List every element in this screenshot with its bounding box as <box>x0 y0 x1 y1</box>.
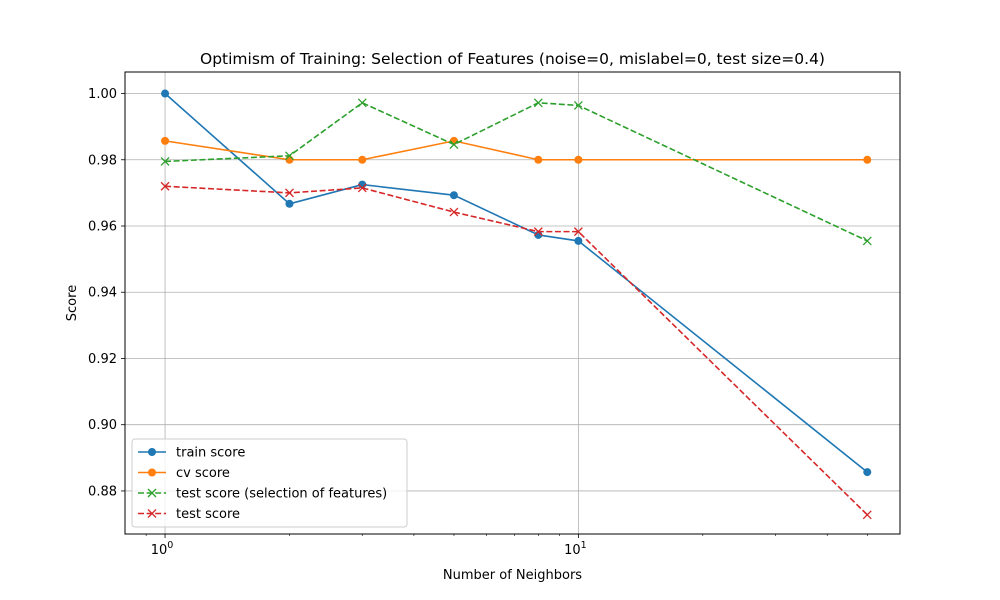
legend-marker <box>148 468 156 477</box>
y-tick-label: 1.00 <box>88 87 117 102</box>
plot-frame <box>124 71 901 535</box>
y-tick-label: 0.90 <box>88 418 117 433</box>
data-point <box>285 199 294 208</box>
series-1 <box>161 89 872 477</box>
data-point <box>863 155 872 164</box>
data-point <box>573 227 583 237</box>
data-point <box>449 140 459 149</box>
data-point <box>573 100 583 110</box>
data-point <box>449 191 458 200</box>
data-point <box>358 155 367 164</box>
legend-marker <box>147 488 157 498</box>
data-point <box>285 155 294 164</box>
x-axis-label: Number of Neighbors <box>443 568 582 583</box>
data-point <box>285 151 294 161</box>
y-tick-label: 0.98 <box>88 153 117 168</box>
x-tick-label: 100 <box>151 540 174 558</box>
legend-marker <box>147 509 157 518</box>
y-tick-label: 0.96 <box>88 220 117 235</box>
x-tick-label: 101 <box>564 540 587 558</box>
legend-label: train score <box>176 446 245 461</box>
data-point <box>863 468 872 477</box>
data-point <box>533 98 543 108</box>
legend: train score cv score test score (selection… <box>131 438 408 528</box>
data-point <box>574 155 583 164</box>
series-4 <box>160 181 872 520</box>
data-point <box>357 98 367 108</box>
chart-title: Optimism of Training: Selection of Featu… <box>200 50 825 68</box>
legend-marker <box>148 448 156 456</box>
legend-box <box>131 438 408 528</box>
data-point <box>449 207 459 217</box>
series-2 <box>161 136 872 164</box>
data-point <box>160 156 170 166</box>
data-point <box>161 89 170 98</box>
data-point <box>161 136 170 145</box>
ticks: 0.88 0.90 0.92 0.94 0.96 0.98 1.00 100 101 <box>88 87 868 558</box>
data-point <box>285 188 294 198</box>
legend-label: test score <box>176 507 240 522</box>
legend-label: test score (selection of features) <box>176 487 387 502</box>
data-point <box>533 227 543 237</box>
data-point <box>862 510 872 520</box>
y-axis-label: Score <box>65 285 80 321</box>
legend-item: test score <box>138 507 240 522</box>
data-point <box>357 183 367 193</box>
data-point <box>160 181 170 191</box>
series-3 <box>160 98 872 246</box>
y-tick-label: 0.92 <box>88 352 117 367</box>
legend-item: test score (selection of features) <box>138 487 387 502</box>
data-point <box>574 236 583 245</box>
series-layer <box>160 89 872 520</box>
y-tick-label: 0.88 <box>88 484 117 499</box>
legend-label: cv score <box>176 466 230 481</box>
legend-item: train score <box>138 446 245 461</box>
y-tick-label: 0.94 <box>88 286 117 301</box>
data-point <box>862 236 872 246</box>
legend-item: cv score <box>138 466 230 481</box>
data-point <box>534 155 543 164</box>
